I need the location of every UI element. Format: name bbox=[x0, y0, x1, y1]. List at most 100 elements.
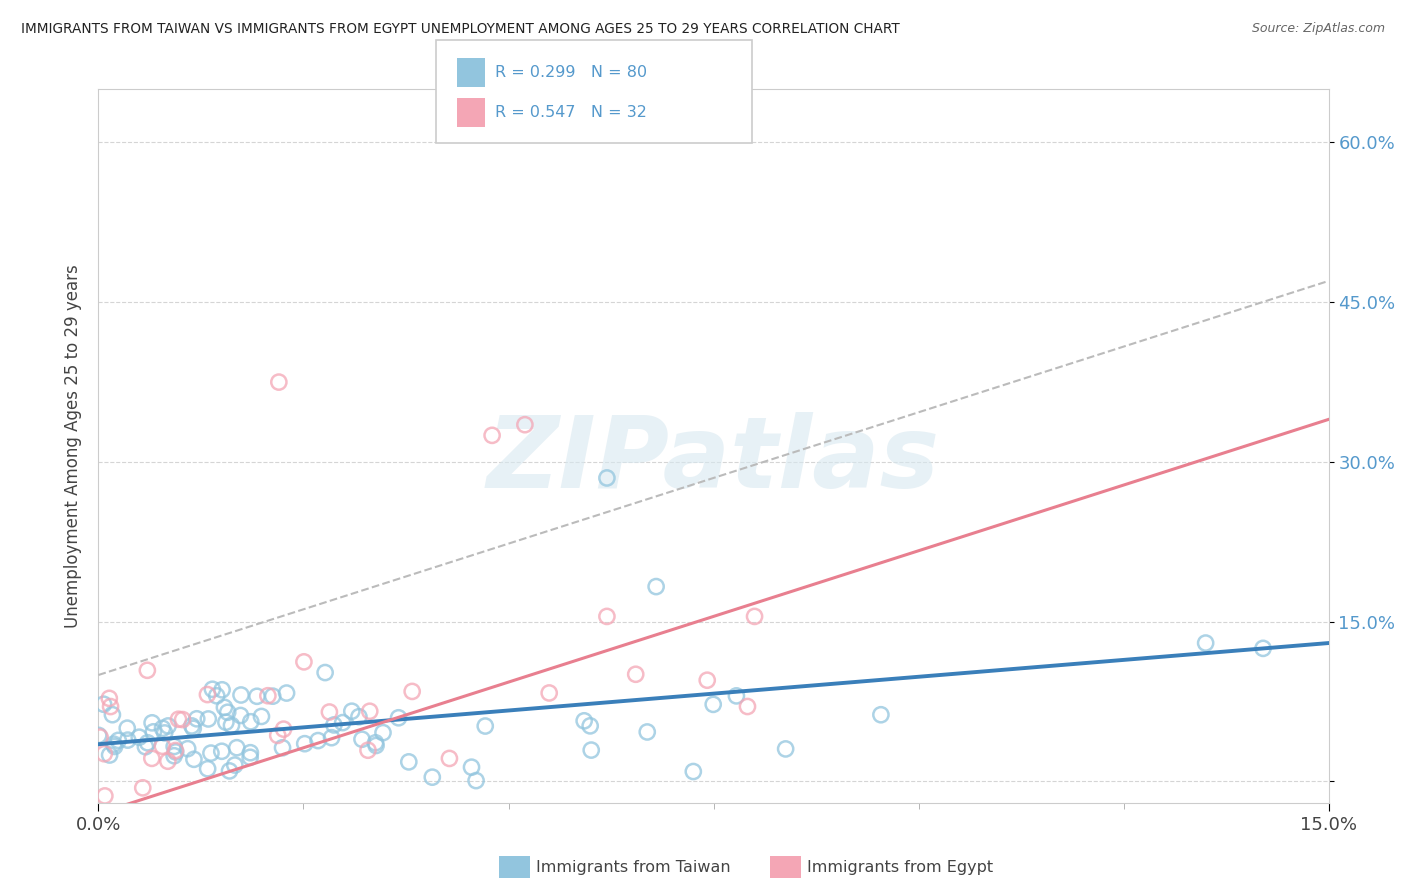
Point bbox=[439, 751, 461, 765]
Point bbox=[1251, 641, 1274, 656]
Point bbox=[292, 655, 315, 669]
Point bbox=[98, 691, 121, 706]
Point bbox=[136, 663, 159, 677]
Point bbox=[596, 471, 619, 485]
Point bbox=[267, 728, 290, 742]
Point bbox=[725, 689, 748, 703]
Point bbox=[398, 755, 420, 769]
Point bbox=[481, 428, 503, 442]
Point bbox=[744, 609, 766, 624]
Point bbox=[267, 375, 290, 389]
Point bbox=[870, 707, 893, 722]
Point bbox=[775, 742, 797, 756]
Point bbox=[229, 708, 252, 723]
Point bbox=[294, 737, 316, 751]
Point bbox=[624, 667, 647, 681]
Point bbox=[128, 730, 150, 744]
Point bbox=[172, 713, 194, 727]
Text: R = 0.299   N = 80: R = 0.299 N = 80 bbox=[495, 65, 647, 79]
Point bbox=[134, 739, 156, 754]
Point bbox=[645, 580, 668, 594]
Point bbox=[273, 722, 295, 736]
Point bbox=[103, 737, 125, 751]
Point bbox=[357, 743, 380, 757]
Point bbox=[340, 704, 363, 718]
Point bbox=[460, 760, 482, 774]
Point bbox=[225, 740, 247, 755]
Point bbox=[702, 698, 724, 712]
Point bbox=[579, 719, 602, 733]
Point bbox=[142, 724, 165, 739]
Point bbox=[682, 764, 704, 779]
Point bbox=[420, 770, 443, 784]
Point bbox=[696, 673, 718, 688]
Point bbox=[176, 741, 198, 756]
Point bbox=[163, 748, 186, 763]
Text: IMMIGRANTS FROM TAIWAN VS IMMIGRANTS FROM EGYPT UNEMPLOYMENT AMONG AGES 25 TO 29: IMMIGRANTS FROM TAIWAN VS IMMIGRANTS FRO… bbox=[21, 22, 900, 37]
Point bbox=[107, 733, 129, 747]
Point bbox=[347, 710, 370, 724]
Point bbox=[132, 780, 155, 795]
Y-axis label: Unemployment Among Ages 25 to 29 years: Unemployment Among Ages 25 to 29 years bbox=[63, 264, 82, 628]
Text: ZIPatlas: ZIPatlas bbox=[486, 412, 941, 508]
Point bbox=[229, 688, 252, 702]
Point bbox=[318, 705, 340, 719]
Point bbox=[572, 714, 595, 728]
Point bbox=[104, 739, 127, 754]
Point bbox=[117, 733, 139, 747]
Text: R = 0.547   N = 32: R = 0.547 N = 32 bbox=[495, 105, 647, 120]
Point bbox=[596, 609, 619, 624]
Point bbox=[218, 764, 240, 778]
Point bbox=[180, 719, 202, 733]
Point bbox=[205, 689, 228, 703]
Point bbox=[153, 726, 176, 740]
Point bbox=[636, 725, 658, 739]
Point bbox=[387, 711, 409, 725]
Point bbox=[197, 712, 219, 726]
Point bbox=[371, 725, 394, 739]
Point bbox=[93, 697, 115, 711]
Point bbox=[156, 754, 179, 768]
Point bbox=[94, 789, 117, 803]
Point bbox=[215, 715, 238, 730]
Point bbox=[737, 699, 759, 714]
Point bbox=[141, 751, 163, 765]
Text: Source: ZipAtlas.com: Source: ZipAtlas.com bbox=[1251, 22, 1385, 36]
Point bbox=[150, 739, 173, 754]
Point bbox=[250, 709, 273, 723]
Point bbox=[239, 714, 262, 729]
Point bbox=[513, 417, 536, 432]
Point bbox=[89, 730, 111, 744]
Point bbox=[165, 743, 187, 757]
Point bbox=[136, 736, 159, 750]
Point bbox=[364, 736, 387, 750]
Point bbox=[239, 750, 262, 764]
Point bbox=[157, 719, 180, 733]
Point bbox=[186, 712, 208, 726]
Point bbox=[183, 752, 205, 766]
Point bbox=[307, 733, 329, 747]
Point bbox=[87, 728, 110, 742]
Point bbox=[474, 719, 496, 733]
Point bbox=[93, 747, 115, 761]
Point bbox=[332, 715, 354, 730]
Point bbox=[239, 746, 262, 760]
Point bbox=[165, 745, 187, 759]
Point bbox=[181, 722, 204, 736]
Point bbox=[214, 700, 236, 714]
Point bbox=[197, 762, 219, 776]
Point bbox=[465, 773, 488, 788]
Point bbox=[201, 682, 224, 697]
Point bbox=[163, 739, 186, 754]
Text: Immigrants from Taiwan: Immigrants from Taiwan bbox=[536, 860, 730, 874]
Point bbox=[364, 739, 387, 753]
Point bbox=[211, 682, 233, 697]
Point bbox=[224, 758, 246, 772]
Point bbox=[359, 704, 381, 718]
Point bbox=[271, 740, 294, 755]
Point bbox=[350, 732, 373, 747]
Point bbox=[538, 686, 561, 700]
Point bbox=[197, 688, 219, 702]
Point bbox=[246, 690, 269, 704]
Point bbox=[581, 743, 603, 757]
